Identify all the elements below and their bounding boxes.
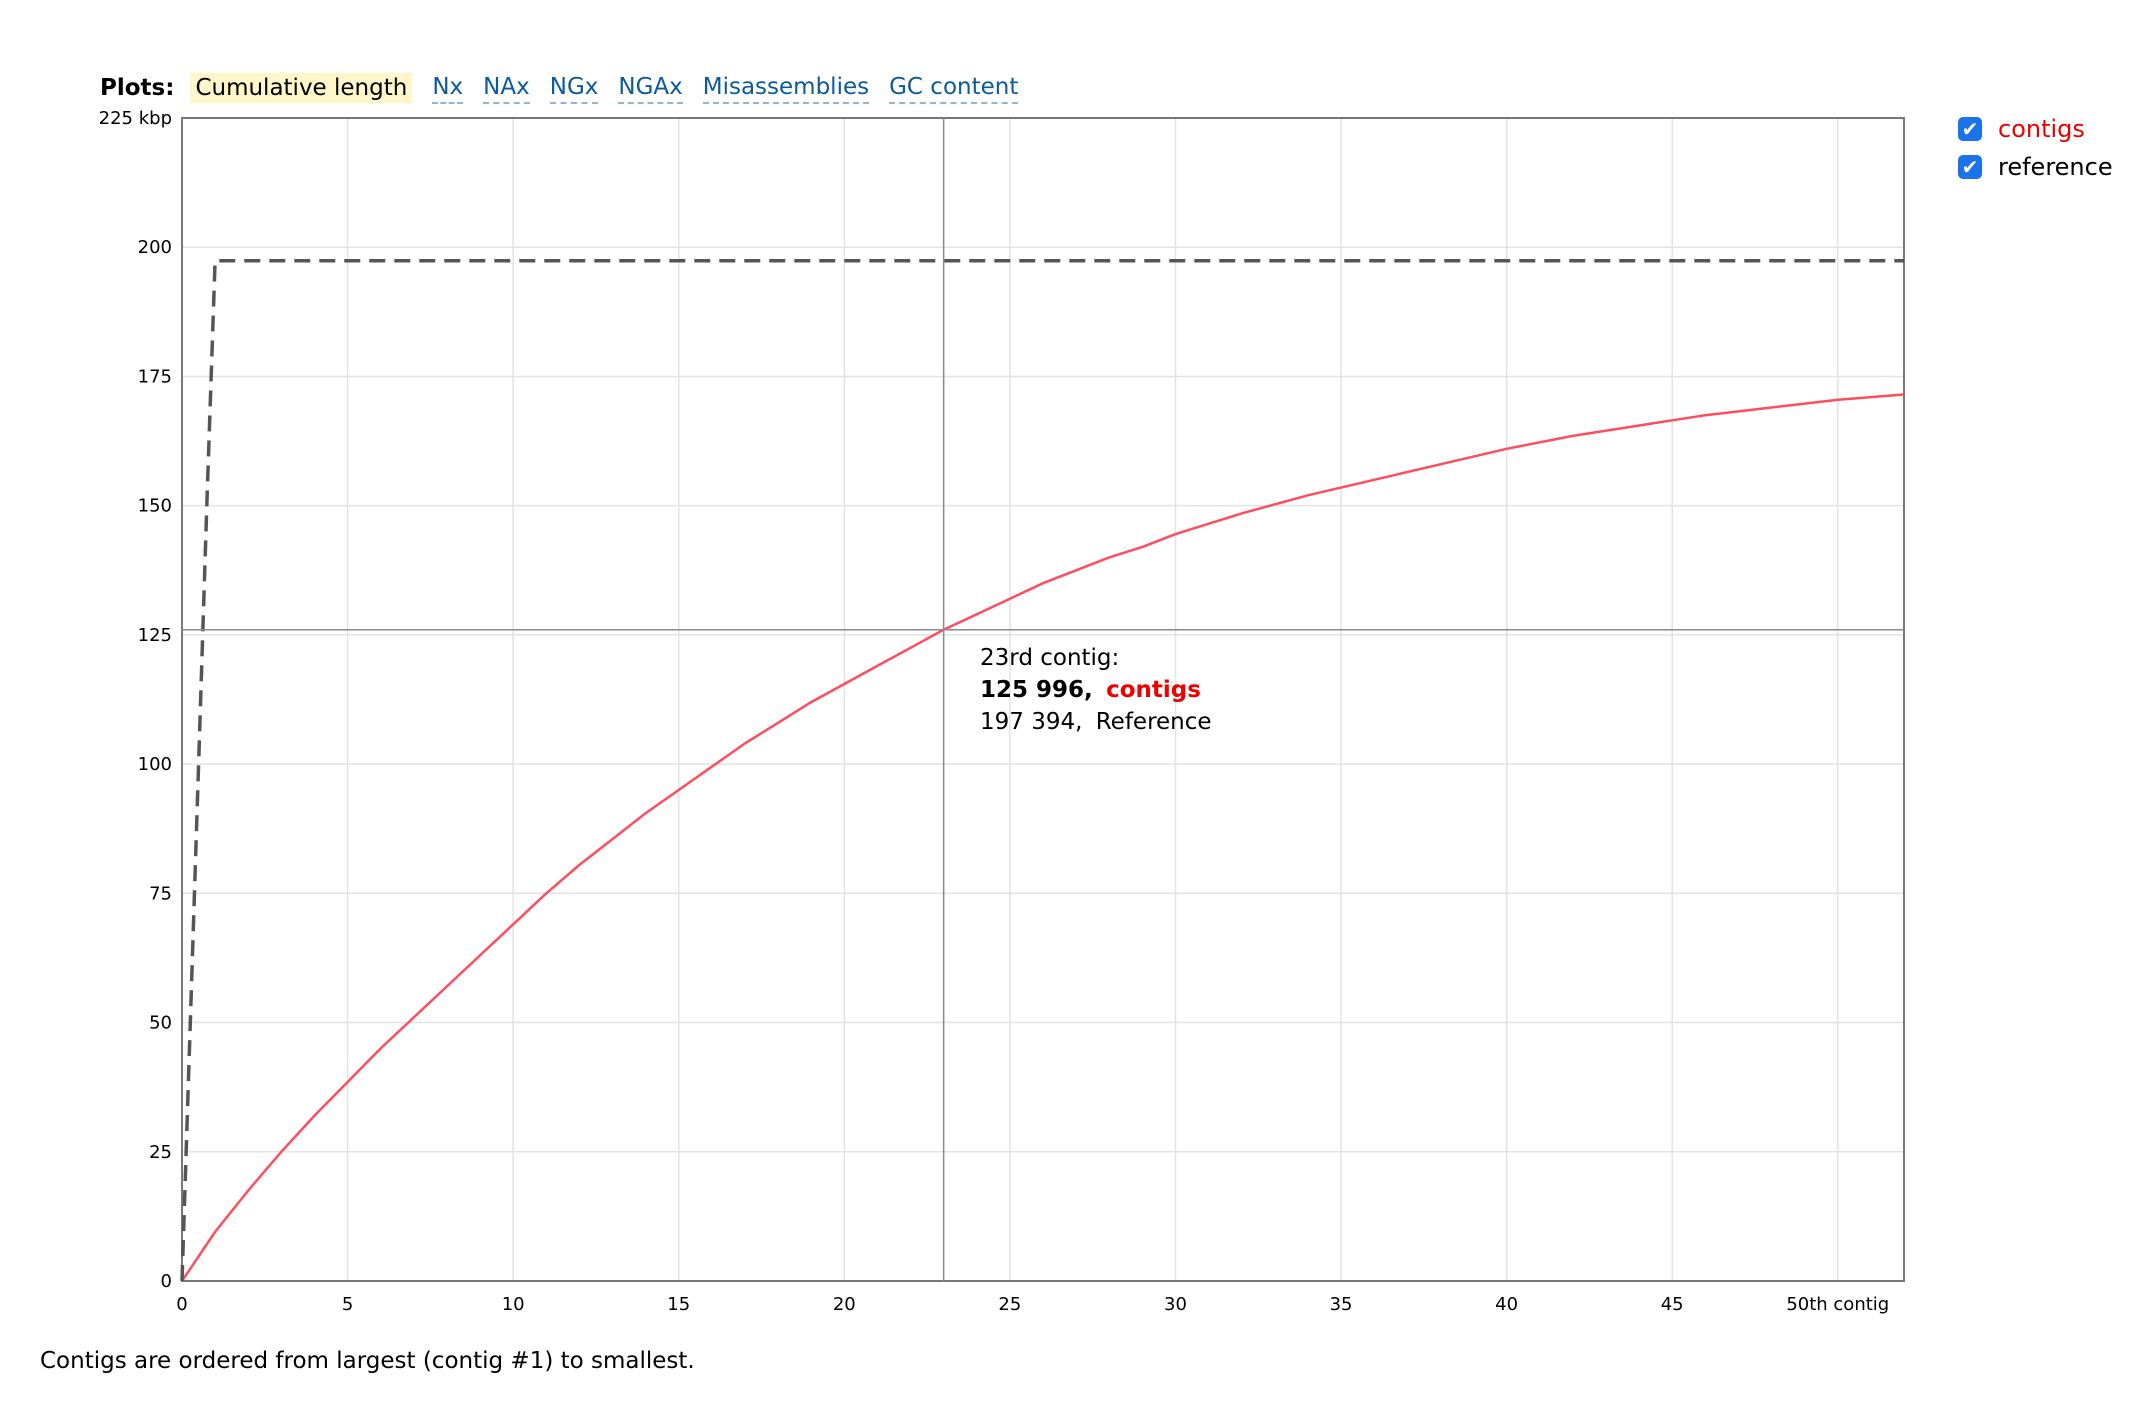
legend-label-reference: reference [1998,153,2113,181]
tab-ngax[interactable]: NGAx [618,72,683,104]
tab-nax[interactable]: NAx [483,72,530,104]
y-tick-label: 225 kbp [99,108,172,129]
chart-series [180,258,1905,1282]
y-tick-label: 50 [149,1013,172,1034]
y-tick-label: 25 [149,1142,172,1163]
chart-tooltip: 23rd contig: 125 996, contigs 197 394, R… [980,645,1212,735]
y-tick-label: 125 [138,625,172,646]
chart-crosshair [182,118,1904,1281]
tab-gc-content[interactable]: GC content [889,72,1019,104]
legend-item-contigs[interactable]: ✔ contigs [1958,110,2113,148]
tooltip-title: 23rd contig: [980,645,1119,671]
y-tick-label: 150 [138,496,172,517]
y-tick-label: 75 [149,883,172,904]
x-tick-label: 35 [1330,1294,1353,1315]
x-tick-label: 20 [833,1294,856,1315]
chart-footnote: Contigs are ordered from largest (contig… [40,1348,695,1374]
x-tick-label: 40 [1495,1294,1518,1315]
tooltip-reference-label: Reference [1096,709,1212,735]
x-tick-label: 45 [1661,1294,1684,1315]
y-tick-label: 0 [161,1271,172,1292]
tab-cumulative-length[interactable]: Cumulative length [190,73,413,103]
plot-frame [181,117,1905,1282]
y-tick-label: 175 [138,366,172,387]
y-tick-label: 100 [138,754,172,775]
x-tick-label: 15 [667,1294,690,1315]
x-tick-label: 30 [1164,1294,1187,1315]
x-tick-label: 0 [176,1294,187,1315]
tooltip-contigs-line: 125 996, contigs [980,677,1201,703]
legend-item-reference[interactable]: ✔ reference [1958,148,2113,186]
chart-grid [182,117,1904,1281]
series-line-reference [180,258,1904,1282]
tab-ngx[interactable]: NGx [549,72,599,104]
tab-nx[interactable]: Nx [432,72,464,104]
chart-axes: 0 5 10 15 20 25 30 35 40 45 50th contig 0 25 50 75 100 1… [99,108,1905,1315]
x-tick-label: 25 [998,1294,1021,1315]
legend-label-contigs: contigs [1998,115,2085,143]
x-tick-label: 10 [502,1294,525,1315]
plot-tabs: Plots: Cumulative length Nx NAx NGx NGAx Misas… [100,72,1038,104]
legend-checkbox-contigs[interactable]: ✔ [1958,117,1982,141]
legend-checkbox-reference[interactable]: ✔ [1958,155,1982,179]
tooltip-reference-value: 197 394, [980,709,1082,735]
x-tick-label: 5 [342,1294,353,1315]
series-line-contigs [180,393,1905,1282]
tooltip-contigs-label: contigs [1106,677,1201,703]
chart-legend: ✔ contigs ✔ reference [1958,110,2113,186]
x-tick-label: 50th contig [1786,1294,1889,1315]
y-tick-label: 200 [138,237,172,258]
plots-label: Plots: [100,75,175,101]
tab-misassemblies[interactable]: Misassemblies [702,72,870,104]
tooltip-reference-line: 197 394, Reference [980,709,1212,735]
tooltip-contigs-value: 125 996, [980,677,1093,703]
